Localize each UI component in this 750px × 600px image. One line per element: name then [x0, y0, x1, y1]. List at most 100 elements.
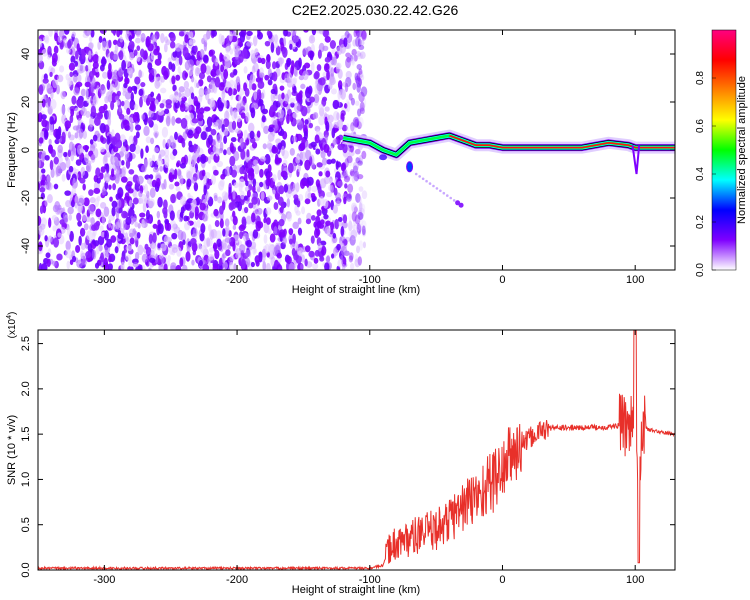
noise-speck — [110, 100, 115, 111]
noise-speck — [159, 149, 166, 157]
noise-speck — [143, 183, 149, 195]
colorbar-tick-label: 0.6 — [695, 119, 706, 133]
noise-speck — [75, 244, 81, 253]
noise-speck — [111, 136, 118, 146]
colorbar-frame — [711, 29, 737, 271]
noise-speck — [268, 127, 274, 133]
noise-speck — [150, 137, 155, 145]
noise-speck — [347, 155, 353, 167]
noise-speck — [138, 69, 142, 79]
noise-speck — [229, 261, 234, 270]
noise-speck — [264, 153, 271, 165]
noise-speck — [92, 94, 99, 106]
noise-speck — [52, 260, 57, 267]
noise-speck — [356, 116, 361, 125]
noise-speck — [106, 151, 111, 158]
noise-speck — [362, 241, 367, 249]
noise-speck — [258, 99, 264, 106]
noise-speck — [329, 184, 334, 194]
noise-speck — [112, 39, 118, 46]
noise-speck — [259, 72, 265, 79]
noise-speck — [245, 111, 250, 123]
colorbar-tick-label: 0.4 — [695, 167, 706, 181]
noise-speck — [89, 143, 96, 153]
noise-speck — [291, 136, 298, 143]
noise-speck — [243, 206, 249, 214]
noise-speck — [200, 245, 207, 254]
noise-speck — [296, 199, 301, 208]
noise-speck — [272, 61, 277, 70]
noise-speck — [310, 215, 316, 221]
noise-speck — [110, 30, 116, 34]
noise-speck — [170, 95, 176, 105]
noise-speck — [144, 243, 149, 250]
noise-speck — [320, 245, 327, 256]
noise-speck — [199, 202, 206, 211]
noise-speck — [316, 220, 322, 229]
noise-speck — [280, 170, 288, 178]
noise-speck — [175, 264, 182, 270]
noise-speck — [316, 209, 322, 217]
x-tick-label: 0 — [499, 274, 505, 286]
noise-speck — [78, 128, 84, 139]
noise-speck — [184, 221, 191, 231]
noise-speck — [78, 195, 85, 206]
noise-speck — [198, 87, 205, 97]
noise-speck — [165, 115, 171, 127]
x-tick-label: -200 — [226, 574, 248, 586]
noise-speck — [110, 224, 118, 231]
noise-speck — [99, 225, 104, 232]
noise-speck — [354, 172, 358, 178]
noise-speck — [265, 207, 272, 216]
noise-speck — [354, 148, 361, 155]
noise-speck — [110, 235, 117, 243]
noise-speck — [240, 149, 246, 160]
noise-speck — [92, 61, 99, 70]
noise-speck — [318, 115, 325, 126]
noise-speck — [118, 50, 124, 61]
noise-speck — [269, 233, 276, 243]
noise-speck — [279, 85, 285, 91]
noise-speck — [194, 206, 199, 217]
noise-speck — [361, 97, 367, 109]
feature-trail — [432, 184, 435, 188]
noise-speck — [67, 39, 72, 49]
noise-speck — [88, 189, 94, 196]
noise-speck — [74, 194, 80, 205]
noise-speck — [361, 150, 367, 160]
noise-speck — [46, 54, 51, 60]
colorbar-tick-label: 0.2 — [695, 215, 706, 229]
noise-speck — [358, 116, 364, 128]
noise-speck — [191, 206, 195, 213]
colorbar-tick-label: 0.8 — [695, 71, 706, 85]
noise-speck — [188, 112, 194, 121]
noise-speck — [89, 139, 94, 145]
noise-speck — [198, 259, 203, 267]
noise-speck — [184, 34, 189, 44]
noise-speck — [114, 79, 120, 91]
y-tick-label: 40 — [20, 48, 32, 60]
noise-speck — [180, 206, 185, 214]
noise-speck — [351, 204, 358, 214]
noise-speck — [108, 39, 112, 49]
noise-speck — [48, 30, 53, 38]
noise-speck — [235, 252, 242, 259]
noise-speck — [247, 122, 255, 133]
noise-speck — [81, 212, 87, 222]
noise-speck — [53, 183, 59, 190]
noise-speck — [108, 62, 112, 72]
noise-speck — [140, 82, 146, 88]
noise-speck — [175, 162, 180, 168]
noise-speck — [328, 178, 333, 185]
noise-speck — [304, 258, 308, 267]
noise-speck — [332, 232, 337, 239]
noise-speck — [184, 72, 189, 78]
noise-speck — [236, 115, 242, 123]
noise-speck — [188, 140, 193, 148]
noise-speck — [114, 44, 119, 53]
noise-speck — [44, 199, 48, 207]
noise-speck — [139, 264, 143, 270]
noise-speck — [194, 150, 200, 158]
noise-speck — [52, 204, 59, 213]
noise-speck — [96, 177, 101, 184]
